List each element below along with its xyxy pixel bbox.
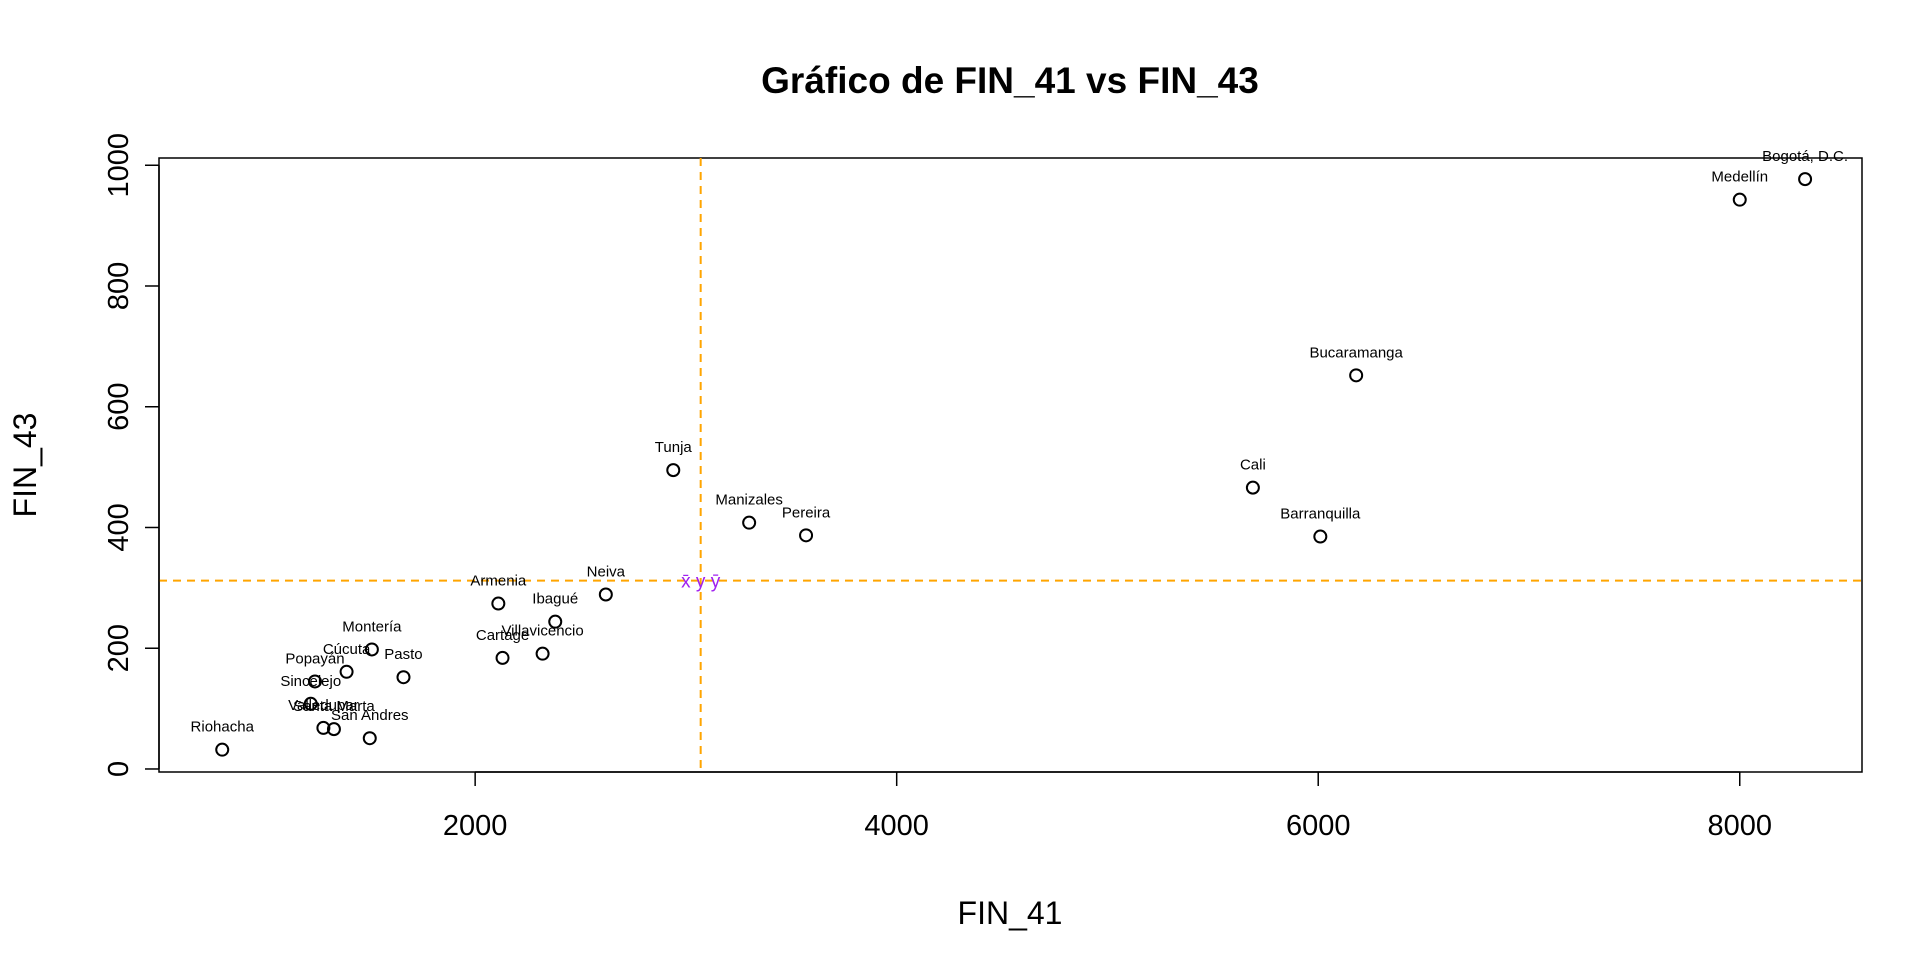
data-point: Bucaramanga — [1309, 344, 1404, 383]
y-tick-label: 600 — [103, 383, 135, 431]
point-label: Montería — [342, 618, 402, 635]
point-label: Pereira — [782, 504, 831, 521]
point-label: Santa Marta — [293, 698, 375, 715]
point-label: Ibagué — [532, 591, 578, 608]
data-point: Armenia — [470, 573, 527, 611]
point-marker — [339, 664, 354, 679]
data-point: Valledupar — [288, 697, 359, 735]
point-label: Barranquilla — [1280, 506, 1361, 523]
point-label: San Andres — [331, 707, 409, 724]
point-marker — [326, 722, 341, 737]
data-point: Sincelejo — [280, 673, 341, 711]
point-marker — [396, 670, 411, 685]
point-marker — [1349, 368, 1364, 383]
y-axis: 0 200 400 600 800 1000 — [103, 133, 160, 777]
data-point: Villavicencio — [501, 623, 584, 661]
point-marker — [215, 742, 230, 757]
data-point: Cali — [1240, 457, 1266, 495]
x-tick-label: 4000 — [864, 810, 929, 842]
data-point: Pereira — [782, 504, 831, 543]
mean-label: x̄ y ȳ — [681, 572, 721, 593]
point-marker — [1313, 529, 1328, 544]
point-label: Cúcuta — [323, 641, 371, 658]
point-marker — [742, 515, 757, 530]
data-point: Bogotá, D.C. — [1762, 148, 1848, 187]
point-label: Pasto — [384, 646, 422, 663]
point-label: Popayán — [285, 650, 344, 667]
data-point: Ibagué — [532, 591, 578, 629]
point-marker — [303, 696, 318, 711]
point-marker — [535, 646, 550, 661]
x-axis-label: FIN_41 — [958, 895, 1063, 931]
data-point: Neiva — [587, 564, 626, 602]
x-tick-label: 6000 — [1286, 810, 1351, 842]
point-marker — [495, 650, 510, 665]
data-point: Santa Marta — [293, 698, 375, 737]
data-point: Manizales — [715, 492, 783, 530]
point-marker — [316, 720, 331, 735]
point-label: Bucaramanga — [1309, 344, 1403, 361]
point-label: Medellín — [1711, 169, 1768, 186]
point-label: Riohacha — [191, 719, 255, 736]
point-marker — [1798, 172, 1813, 187]
point-marker — [1732, 192, 1747, 207]
x-tick-label: 8000 — [1707, 810, 1772, 842]
point-marker — [1245, 480, 1260, 495]
point-label: Tunja — [655, 439, 693, 456]
point-label: Neiva — [587, 564, 626, 581]
point-marker — [364, 642, 379, 657]
x-axis: 2000 4000 6000 8000 — [443, 771, 1772, 842]
point-label: Cartage — [476, 627, 529, 644]
point-label: Armenia — [470, 573, 527, 590]
y-tick-label: 200 — [103, 624, 135, 672]
data-point: Montería — [342, 618, 402, 657]
y-tick-label: 400 — [103, 503, 135, 551]
y-tick-label: 0 — [103, 761, 135, 777]
point-label: Bogotá, D.C. — [1762, 148, 1848, 165]
point-marker — [548, 614, 563, 629]
data-point: Pasto — [384, 646, 423, 685]
point-marker — [666, 463, 681, 478]
point-label: Valledupar — [288, 697, 359, 714]
data-point: Riohacha — [191, 719, 255, 757]
point-marker — [799, 528, 814, 543]
x-tick-label: 2000 — [443, 810, 508, 842]
y-tick-label: 1000 — [103, 133, 135, 198]
point-label: Sincelejo — [280, 673, 341, 690]
mean-lines — [159, 158, 1862, 772]
data-point: Popayán — [285, 650, 345, 689]
point-label: Cali — [1240, 457, 1266, 474]
data-point: Tunja — [655, 439, 693, 478]
data-point: Cúcuta — [323, 641, 371, 679]
point-label: Villavicencio — [501, 623, 583, 640]
plot-frame — [158, 157, 1863, 773]
y-tick-label: 800 — [103, 262, 135, 310]
data-point: Barranquilla — [1280, 506, 1361, 544]
point-marker — [307, 674, 322, 689]
data-points: Bogotá, D.C. Medellín Bucaramanga Cali Barra… — [191, 148, 1848, 757]
point-label: Manizales — [715, 492, 783, 509]
point-marker — [491, 596, 506, 611]
data-point: San Andres — [331, 707, 409, 746]
point-marker — [598, 587, 613, 602]
y-axis-label: FIN_43 — [7, 413, 43, 518]
data-point: Cartage — [476, 627, 529, 665]
data-point: Medellín — [1711, 169, 1768, 207]
point-marker — [362, 731, 377, 746]
chart-title: Gráfico de FIN_41 vs FIN_43 — [761, 60, 1259, 101]
